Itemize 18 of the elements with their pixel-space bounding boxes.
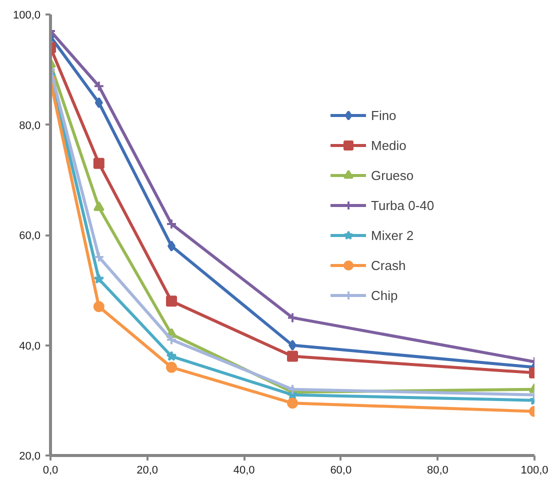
legend-label: Grueso — [371, 168, 414, 182]
x-tick-label: 100,0 — [520, 464, 548, 476]
x-tick-label: 20,0 — [136, 464, 158, 476]
legend-label: Medio — [371, 138, 406, 152]
legend-label: Mixer 2 — [371, 228, 414, 242]
x-tick-label: 80,0 — [426, 464, 448, 476]
y-tick-label: 20,0 — [19, 450, 41, 462]
y-tick-label: 80,0 — [19, 120, 41, 132]
y-tick-label: 60,0 — [19, 230, 41, 242]
y-tick-label: 40,0 — [19, 340, 41, 352]
x-tick-label: 60,0 — [330, 464, 352, 476]
y-tick-label: 100,0 — [12, 10, 41, 22]
legend-label: Crash — [371, 258, 406, 272]
x-tick-label: 0,0 — [42, 464, 58, 476]
legend-label: Fino — [371, 108, 396, 122]
x-tick-label: 40,0 — [233, 464, 255, 476]
legend-label: Turba 0-40 — [371, 198, 434, 212]
legend-label: Chip — [371, 288, 398, 302]
